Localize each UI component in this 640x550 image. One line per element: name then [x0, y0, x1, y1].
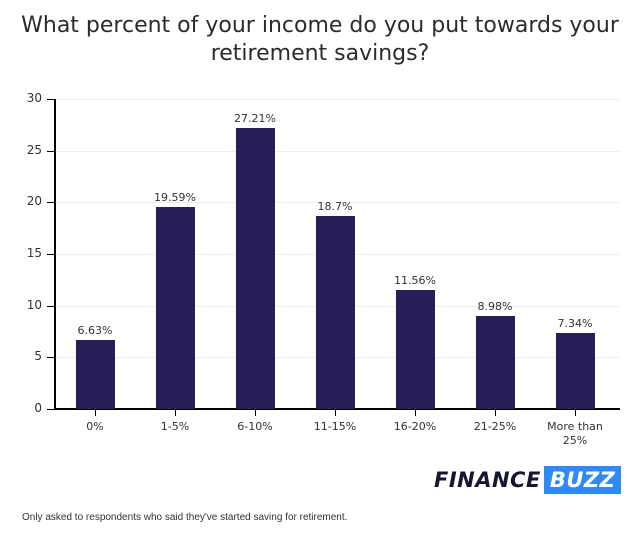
x-tick	[415, 410, 416, 416]
bar	[235, 127, 275, 409]
y-tick-label: 0	[34, 401, 42, 415]
y-tick-label: 30	[26, 91, 42, 105]
logo-text-finance: FINANCE	[434, 468, 541, 492]
x-tick-label: More than 25%	[547, 420, 603, 447]
x-tick	[255, 410, 256, 416]
gridline	[55, 150, 620, 152]
footnote: Only asked to respondents who said they'…	[22, 512, 348, 523]
x-tick-label: 1-5%	[160, 420, 190, 433]
bar-value-label: 11.56%	[394, 273, 436, 287]
gridline	[55, 202, 620, 204]
y-tick-label: 25	[26, 142, 42, 157]
y-tick	[47, 254, 55, 255]
x-tick	[175, 410, 176, 416]
x-tick-label: 16-20%	[393, 420, 437, 433]
bar	[155, 206, 195, 409]
x-axis	[54, 408, 620, 410]
bar-value-label: 18.7%	[317, 199, 353, 213]
y-tick-label: 15	[26, 246, 42, 260]
x-tick	[335, 410, 336, 416]
gridline	[55, 99, 620, 100]
bar	[315, 215, 355, 409]
y-tick	[47, 150, 55, 152]
bar-value-label: 19.59%	[154, 190, 196, 204]
bar	[555, 333, 595, 409]
y-axis	[54, 99, 56, 410]
bar-value-label: 6.63%	[77, 324, 113, 338]
chart-title: What percent of your income do you put t…	[21, 13, 619, 66]
y-tick	[47, 305, 55, 307]
x-tick-label: 0%	[86, 420, 104, 433]
y-tick-label: 10	[26, 297, 42, 312]
x-tick-label: 6-10%	[237, 420, 273, 433]
bar-value-label: 8.98%	[477, 300, 513, 314]
bar	[475, 316, 515, 409]
x-tick	[495, 410, 496, 416]
bar	[75, 340, 115, 409]
y-tick-label: 20	[26, 194, 42, 209]
y-tick	[47, 409, 55, 410]
bar-value-label: 7.34%	[557, 317, 593, 331]
x-tick-label: 11-15%	[313, 420, 357, 433]
bar	[395, 289, 435, 409]
bar-value-label: 27.21%	[234, 111, 276, 125]
logo-text-buzz: BUZZ	[543, 466, 622, 494]
y-tick	[47, 357, 55, 359]
financebuzz-logo: FINANCE BUZZ	[434, 466, 622, 494]
y-tick	[47, 202, 55, 204]
x-tick-label: 21-25%	[473, 420, 517, 433]
x-tick	[95, 410, 96, 416]
y-tick-label: 5	[34, 349, 42, 364]
x-tick	[575, 410, 576, 416]
y-tick	[47, 99, 55, 100]
